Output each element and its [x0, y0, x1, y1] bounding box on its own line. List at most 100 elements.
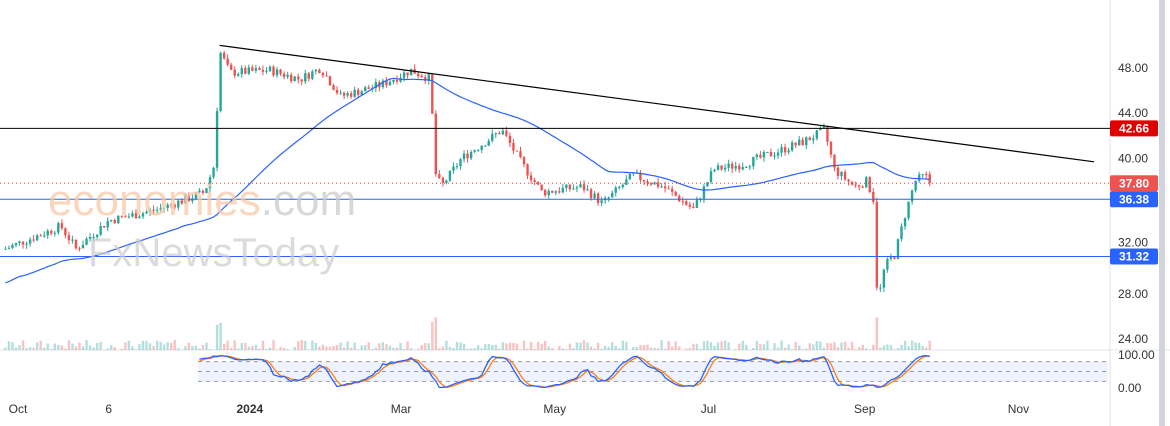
- candle-body: [95, 234, 99, 237]
- volume-bar: [124, 342, 127, 350]
- candle-body: [289, 74, 293, 82]
- volume-bar: [374, 347, 378, 350]
- candle-body: [120, 215, 124, 217]
- candle-body: [487, 140, 490, 146]
- candle-body: [152, 209, 155, 211]
- candle-body: [498, 133, 501, 135]
- volume-bar: [438, 348, 441, 350]
- volume-bar: [311, 340, 314, 350]
- candle-body: [81, 244, 85, 249]
- candle-body: [925, 174, 928, 176]
- candle-body: [494, 133, 497, 135]
- candle-body: [886, 258, 889, 270]
- candle-body: [92, 236, 95, 238]
- volume-bar: [233, 340, 236, 350]
- candle-body: [667, 188, 670, 190]
- moving-average-line: [5, 77, 930, 284]
- volume-bar: [515, 343, 519, 350]
- volume-bar: [247, 346, 251, 350]
- candle-body: [402, 72, 406, 78]
- volume-bar: [565, 349, 568, 350]
- candle-body: [646, 181, 649, 184]
- candle-body: [752, 156, 755, 167]
- x-tick-label: May: [543, 402, 566, 416]
- candle-body: [854, 184, 857, 186]
- volume-bar: [480, 348, 483, 350]
- volume-bar: [60, 345, 64, 350]
- volume-bar: [505, 343, 508, 350]
- volume-bar: [237, 348, 240, 350]
- candle-body: [455, 166, 459, 168]
- candle-body: [674, 191, 677, 196]
- candle-body: [734, 165, 737, 169]
- volume-bar: [819, 341, 822, 350]
- candle-body: [18, 241, 21, 244]
- candle-body: [678, 195, 681, 202]
- volume-bar: [685, 348, 688, 350]
- volume-bar: [822, 347, 826, 350]
- candle-body: [53, 232, 56, 234]
- volume-bar: [727, 342, 730, 350]
- volume-bar: [99, 341, 102, 350]
- trendline: [219, 44, 1095, 163]
- volume-bar: [491, 344, 494, 350]
- volume-bar: [4, 347, 7, 350]
- candle-body: [551, 190, 554, 193]
- candle-body: [459, 159, 462, 167]
- candle-body: [71, 239, 74, 241]
- candle-body: [805, 137, 808, 146]
- candle-body: [519, 151, 522, 158]
- volume-bar: [607, 347, 610, 350]
- volume-bar: [476, 345, 480, 350]
- volume-bar: [780, 340, 783, 350]
- candle-body: [395, 79, 399, 82]
- volume-bar: [854, 349, 857, 350]
- candle-body: [247, 67, 251, 74]
- volume-bar: [611, 342, 614, 350]
- volume-bar: [293, 346, 296, 350]
- volume-bar: [551, 348, 554, 350]
- candle-body: [275, 69, 279, 76]
- volume-bar: [328, 346, 332, 350]
- candle-body: [4, 248, 7, 250]
- volume-bar: [674, 341, 677, 350]
- volume-bar: [265, 349, 268, 350]
- volume-bar: [25, 348, 28, 350]
- volume-bar: [134, 349, 138, 350]
- candle-body: [438, 174, 441, 178]
- candle-body: [469, 151, 473, 159]
- volume-bar: [67, 340, 71, 350]
- candle-body: [748, 166, 752, 168]
- candle-body: [244, 68, 247, 74]
- volume-bar: [159, 341, 162, 350]
- volume-bar: [279, 346, 282, 350]
- volume-bar: [448, 346, 452, 350]
- candle-body: [473, 150, 476, 152]
- volume-bar: [187, 342, 191, 350]
- candle-body: [611, 192, 614, 198]
- candle-body: [653, 182, 656, 185]
- candle-body: [127, 216, 131, 218]
- volume-bar: [917, 342, 921, 350]
- volume-bar: [32, 347, 35, 350]
- candle-body: [43, 235, 46, 237]
- candle-body: [928, 174, 931, 183]
- candle-body: [117, 215, 120, 224]
- x-tick-label: Nov: [1008, 402, 1029, 416]
- candle-body: [565, 184, 568, 188]
- candle-body: [318, 69, 321, 73]
- volume-bar: [582, 340, 586, 350]
- volume-bar: [561, 348, 565, 350]
- volume-bar: [875, 317, 879, 350]
- candle-body: [78, 248, 81, 250]
- candle-body: [360, 91, 363, 95]
- candle-body: [314, 69, 318, 72]
- candle-body: [88, 237, 92, 239]
- candle-body: [868, 177, 871, 192]
- volume-bar: [173, 340, 176, 350]
- candle-body: [173, 204, 176, 208]
- candle-body: [865, 177, 868, 188]
- volume-bar: [427, 343, 430, 350]
